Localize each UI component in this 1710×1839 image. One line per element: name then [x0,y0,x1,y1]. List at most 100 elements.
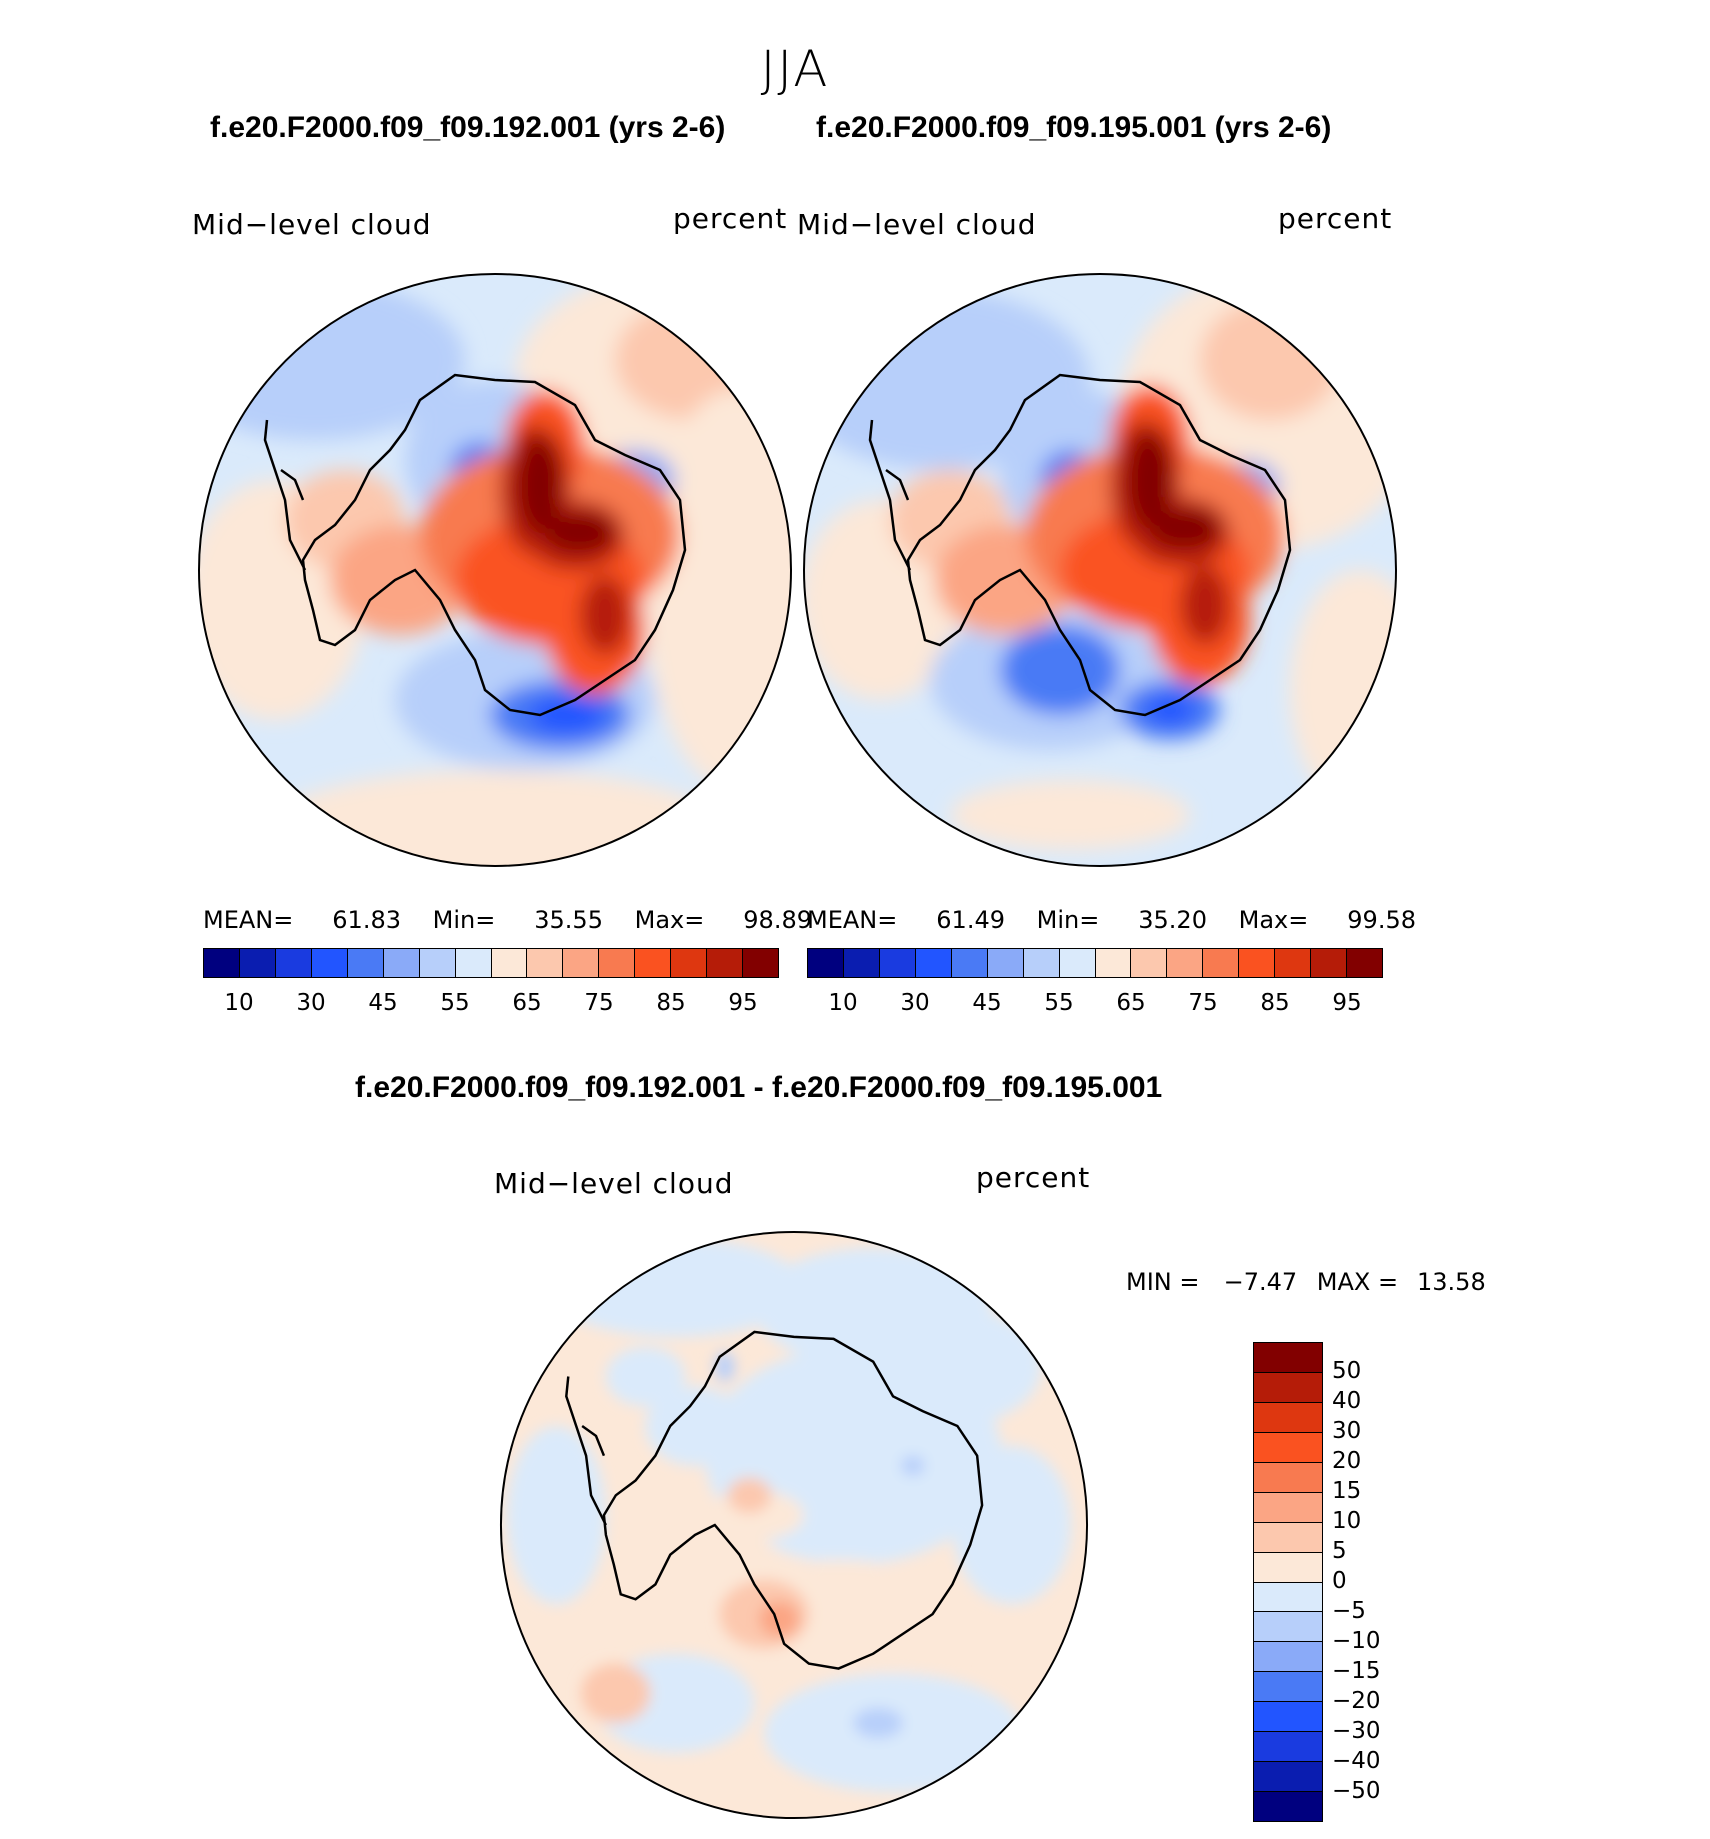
diff-units-label: percent [976,1161,1091,1194]
colorbar-swatch [1254,1552,1322,1583]
colorbar-swatch [1023,949,1060,977]
panel-1-max-label: Max= [634,906,705,934]
colorbar-tick-label: −20 [1332,1688,1381,1714]
colorbar-swatch [1254,1702,1322,1733]
colorbar-swatch [1254,1672,1322,1703]
colorbar-swatch [915,949,952,977]
colorbar-swatch [1131,949,1168,977]
colorbar-tick-label: 85 [656,990,686,1016]
colorbar-tick-label: 65 [512,990,542,1016]
colorbar-tick-label: 30 [900,990,930,1016]
colorbar-tick-label: 95 [728,990,758,1016]
colorbar-swatch [1311,949,1348,977]
panel-2-min-label: Min= [1036,906,1100,934]
colorbar-swatch [1059,949,1096,977]
diff-polar-map [499,1230,1089,1820]
panel-1-stats: MEAN= 61.83 Min= 35.55 Max= 98.89 [203,906,812,934]
colorbar-tick-label: −30 [1332,1718,1381,1744]
colorbar-tick-label: 10 [828,990,858,1016]
colorbar-swatch [311,949,348,977]
colorbar-tick-label: −10 [1332,1628,1381,1654]
panel-1-min-label: Min= [432,906,496,934]
colorbar-swatch [1254,1792,1322,1821]
panel-1-polar-map [198,273,792,867]
colorbar-swatch [1254,1732,1322,1763]
panel-1-min-value: 35.55 [534,906,603,934]
colorbar-swatch [347,949,384,977]
colorbar-swatch [987,949,1024,977]
colorbar-swatch [1203,949,1240,977]
panel-1-mean-value: 61.83 [332,906,401,934]
colorbar-swatch [527,949,564,977]
colorbar-swatch [843,949,880,977]
panel-2-colorbar [807,948,1383,978]
colorbar-swatch [1254,1462,1322,1493]
colorbar-tick-label: 75 [584,990,614,1016]
colorbar-tick-label: 45 [368,990,398,1016]
colorbar-swatch [1347,949,1382,977]
colorbar-swatch [455,949,492,977]
panel-2-mean-label: MEAN= [807,906,898,934]
colorbar-swatch [204,949,240,977]
panel-1-case-title: f.e20.F2000.f09_f09.192.001 (yrs 2-6) [210,111,726,144]
colorbar-swatch [1239,949,1276,977]
season-title: JJA [760,40,830,98]
colorbar-tick-label: 15 [1332,1478,1362,1504]
colorbar-swatch [951,949,988,977]
colorbar-tick-label: −5 [1332,1598,1366,1624]
colorbar-swatch [1254,1343,1322,1373]
panel-2-polar-map [803,273,1397,867]
colorbar-tick-label: 0 [1332,1568,1347,1594]
colorbar-swatch [743,949,778,977]
colorbar-swatch [1254,1612,1322,1643]
colorbar-swatch [383,949,420,977]
colorbar-tick-label: 30 [296,990,326,1016]
diff-min-value: −7.47 [1223,1268,1298,1296]
panel-1-variable-label: Mid−level cloud [192,208,432,241]
panel-2-case-title: f.e20.F2000.f09_f09.195.001 (yrs 2-6) [816,111,1332,144]
colorbar-swatch [1254,1402,1322,1433]
colorbar-swatch [275,949,312,977]
colorbar-tick-label: 20 [1332,1448,1362,1474]
panel-1-colorbar [203,948,779,978]
colorbar-tick-label: 40 [1332,1388,1362,1414]
colorbar-tick-label: 85 [1260,990,1290,1016]
colorbar-tick-label: 50 [1332,1358,1362,1384]
colorbar-swatch [1254,1432,1322,1463]
colorbar-tick-label: −15 [1332,1658,1381,1684]
colorbar-swatch [707,949,744,977]
colorbar-swatch [1254,1522,1322,1553]
colorbar-swatch [1254,1492,1322,1523]
panel-2-min-value: 35.20 [1138,906,1207,934]
colorbar-tick-label: 75 [1188,990,1218,1016]
panel-2-max-label: Max= [1238,906,1309,934]
colorbar-tick-label: 55 [1044,990,1074,1016]
colorbar-swatch [808,949,844,977]
colorbar-tick-label: 5 [1332,1538,1347,1564]
diff-panel-title: f.e20.F2000.f09_f09.192.001 - f.e20.F200… [355,1071,1163,1104]
colorbar-swatch [1275,949,1312,977]
colorbar-tick-label: 95 [1332,990,1362,1016]
colorbar-swatch [491,949,528,977]
diff-max-label: MAX = [1316,1268,1399,1296]
colorbar-swatch [239,949,276,977]
colorbar-swatch [671,949,708,977]
panel-1-mean-label: MEAN= [203,906,294,934]
colorbar-swatch [563,949,600,977]
colorbar-tick-label: 30 [1332,1418,1362,1444]
colorbar-swatch [419,949,456,977]
panel-2-variable-label: Mid−level cloud [797,208,1037,241]
colorbar-tick-label: 55 [440,990,470,1016]
colorbar-tick-label: 65 [1116,990,1146,1016]
colorbar-swatch [635,949,672,977]
panel-2-max-value: 99.58 [1347,906,1416,934]
colorbar-tick-label: 10 [1332,1508,1362,1534]
diff-colorbar [1253,1342,1323,1822]
panel-1-max-value: 98.89 [743,906,812,934]
diff-min-label: MIN = [1126,1268,1200,1296]
diff-variable-label: Mid−level cloud [494,1167,734,1200]
diff-min-max: MIN = −7.47 MAX = 13.58 [1126,1268,1486,1296]
colorbar-tick-label: −50 [1332,1778,1381,1804]
colorbar-swatch [1167,949,1204,977]
panel-2-units-label: percent [1278,202,1393,235]
